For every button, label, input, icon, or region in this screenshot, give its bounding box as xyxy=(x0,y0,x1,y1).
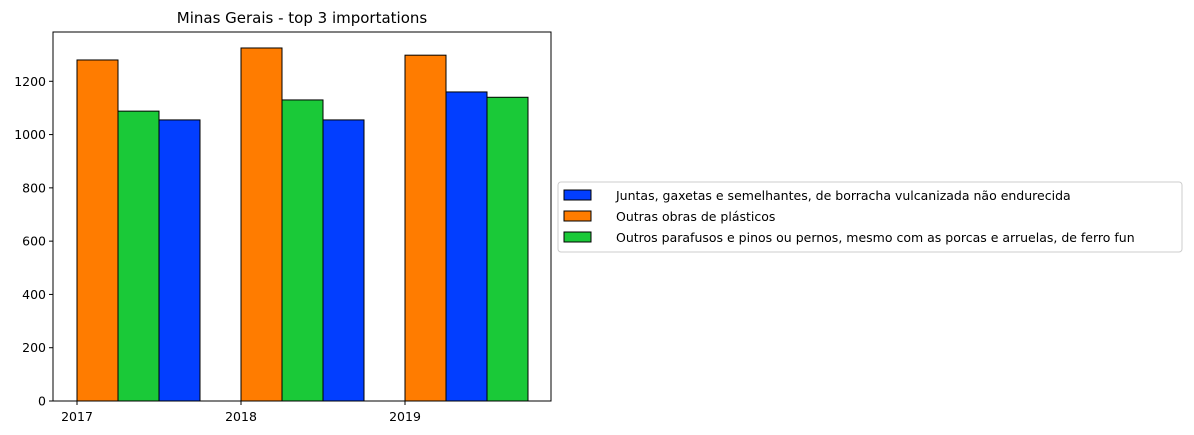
y-tick-label: 600 xyxy=(22,234,46,249)
bar-2017-1 xyxy=(117,110,160,402)
legend-swatch xyxy=(563,231,592,243)
bar-2019-8 xyxy=(486,96,529,402)
x-tick-label: 2018 xyxy=(225,409,257,424)
y-tick-label: 1200 xyxy=(14,74,46,89)
bar-2019-7 xyxy=(445,91,488,402)
legend-label: Outros parafusos e pinos ou pernos, mesm… xyxy=(616,230,1135,245)
bar-2018-4 xyxy=(281,99,324,402)
legend-frame xyxy=(557,181,1183,253)
bar-2019-6 xyxy=(404,54,447,402)
chart-title: Minas Gerais - top 3 importations xyxy=(177,9,428,27)
legend-label: Outras obras de plásticos xyxy=(616,209,775,224)
y-tick-label: 200 xyxy=(22,340,46,355)
bar-2018-3 xyxy=(240,47,283,402)
y-tick-label: 400 xyxy=(22,287,46,302)
legend-label: Juntas, gaxetas e semelhantes, de borrac… xyxy=(615,188,1071,203)
bar-2018-5 xyxy=(322,119,365,402)
legend: Juntas, gaxetas e semelhantes, de borrac… xyxy=(557,181,1183,253)
x-tick-label: 2017 xyxy=(61,409,93,424)
legend-swatch xyxy=(563,210,592,222)
bar-2017-2 xyxy=(158,119,201,402)
y-tick-label: 0 xyxy=(38,394,46,409)
x-axis: 2017 2018 2019 xyxy=(61,401,421,424)
y-axis: 0 200 400 600 800 1000 1200 xyxy=(14,74,53,409)
bar-2017-0 xyxy=(76,59,119,402)
plot-frame xyxy=(52,31,552,402)
bars-layer xyxy=(76,47,529,402)
legend-swatch xyxy=(563,189,592,201)
y-tick-label: 1000 xyxy=(14,127,46,142)
y-tick-label: 800 xyxy=(22,180,46,195)
x-tick-label: 2019 xyxy=(389,409,421,424)
